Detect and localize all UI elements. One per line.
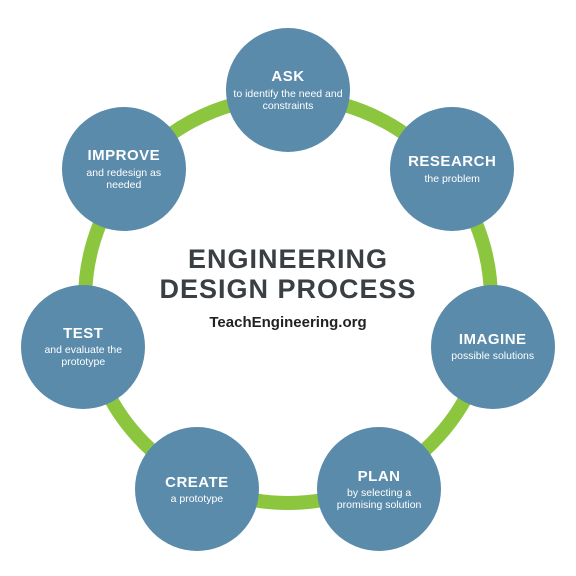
node-sub: and evaluate the prototype [27, 344, 139, 368]
node-title: ASK [271, 68, 304, 85]
node-improve: IMPROVE and redesign as needed [62, 107, 186, 231]
node-title: TEST [63, 325, 103, 342]
node-sub: and redesign as needed [68, 167, 180, 191]
node-title: RESEARCH [408, 153, 496, 170]
node-sub: possible solutions [451, 350, 534, 362]
center-title-line1: ENGINEERING [188, 244, 388, 274]
center-subtitle: TeachEngineering.org [138, 314, 438, 331]
center-title-line2: DESIGN PROCESS [159, 274, 416, 304]
node-title: IMPROVE [87, 147, 160, 164]
node-plan: PLAN by selecting a promising solution [317, 427, 441, 551]
node-imagine: IMAGINE possible solutions [431, 285, 555, 409]
node-sub: to identify the need and constraints [232, 88, 344, 112]
node-title: IMAGINE [459, 331, 527, 348]
node-create: CREATE a prototype [135, 427, 259, 551]
node-title: CREATE [165, 474, 229, 491]
node-sub: a prototype [171, 493, 224, 505]
node-test: TEST and evaluate the prototype [21, 285, 145, 409]
node-research: RESEARCH the problem [390, 107, 514, 231]
node-sub: the problem [424, 173, 479, 185]
center-title: ENGINEERING DESIGN PROCESS [138, 245, 438, 304]
diagram-canvas: ENGINEERING DESIGN PROCESS TeachEngineer… [0, 0, 576, 576]
node-sub: by selecting a promising solution [323, 487, 435, 511]
node-ask: ASK to identify the need and constraints [226, 28, 350, 152]
center-label: ENGINEERING DESIGN PROCESS TeachEngineer… [138, 245, 438, 331]
node-title: PLAN [358, 468, 401, 485]
